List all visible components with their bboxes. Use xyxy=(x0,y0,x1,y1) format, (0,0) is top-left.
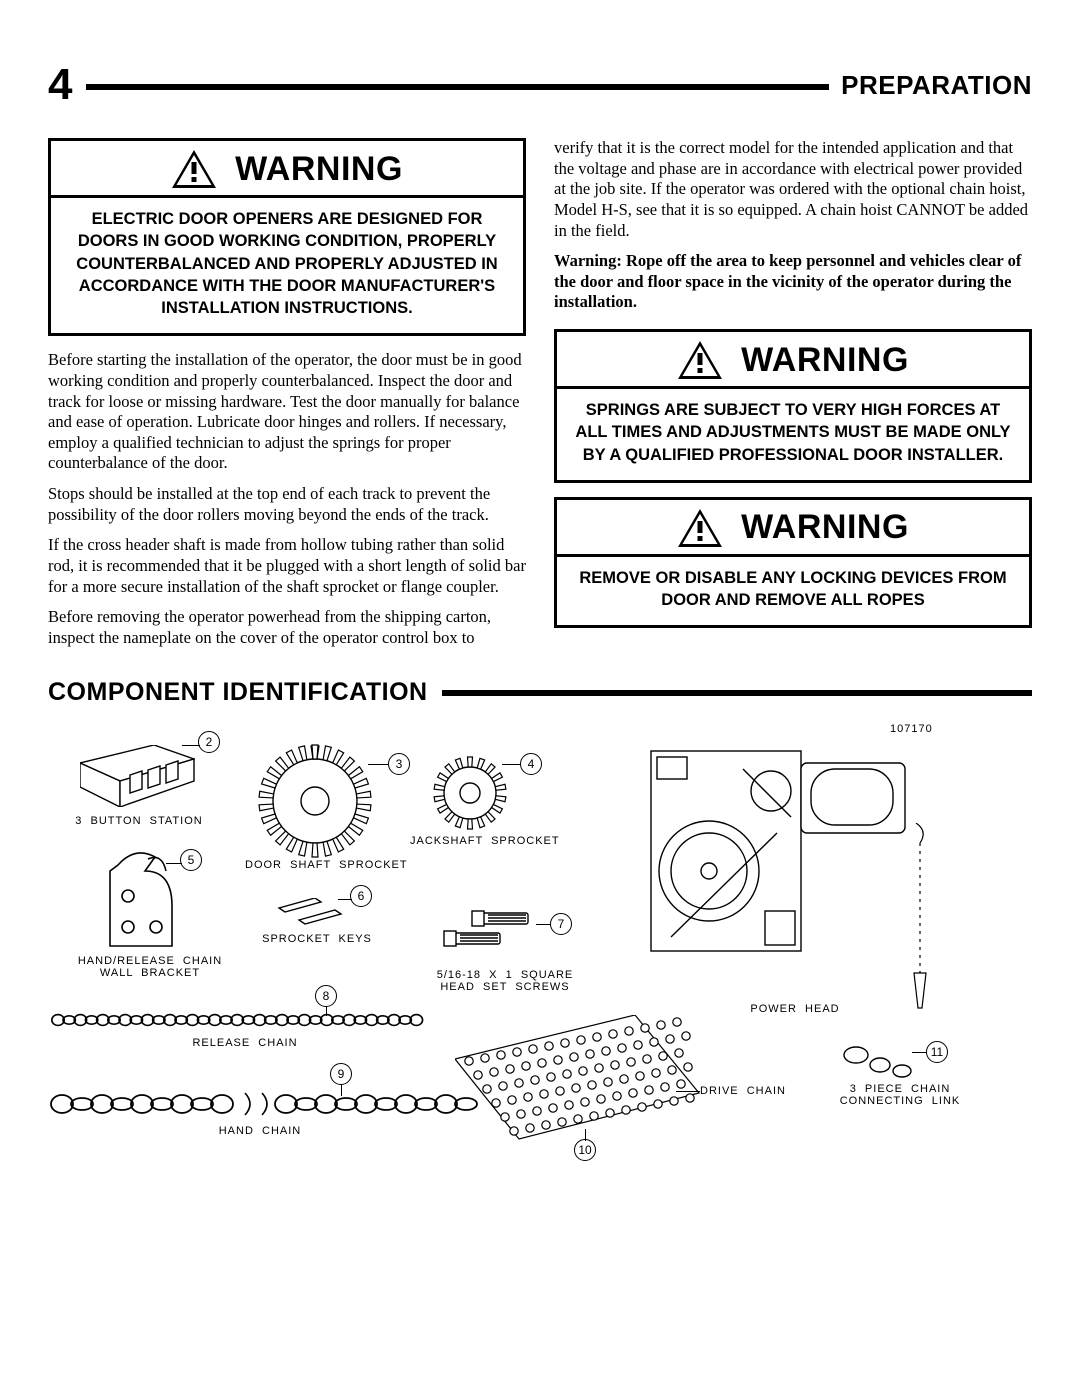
warning-2-text: SPRINGS ARE SUBJECT TO VERY HIGH FORCES … xyxy=(557,389,1029,480)
component-id-header: COMPONENT IDENTIFICATION xyxy=(48,678,1032,707)
label-door-sprocket: DOOR SHAFT SPROCKET xyxy=(245,859,390,871)
leader-line xyxy=(341,1084,342,1096)
button-station-icon xyxy=(80,745,195,807)
right-column: verify that it is the correct model for … xyxy=(554,138,1032,658)
hand-chain-icon xyxy=(50,1091,500,1117)
page-header: 4 PREPARATION xyxy=(48,60,1032,110)
warning-label: WARNING xyxy=(741,508,909,547)
callout-3: 3 xyxy=(388,753,410,775)
callout-7: 7 xyxy=(550,913,572,935)
warning-triangle-icon xyxy=(677,508,723,548)
door-sprocket-teeth-icon xyxy=(255,741,375,861)
label-hand-chain: HAND CHAIN xyxy=(205,1125,315,1137)
callout-11: 11 xyxy=(926,1041,948,1063)
leader-line xyxy=(676,1091,700,1092)
warning-label: WARNING xyxy=(235,150,403,189)
callout-4: 4 xyxy=(520,753,542,775)
section-title: PREPARATION xyxy=(841,70,1032,101)
warning-box-3: WARNING REMOVE OR DISABLE ANY LOCKING DE… xyxy=(554,497,1032,629)
callout-6: 6 xyxy=(350,885,372,907)
label-wall-bracket: HAND/RELEASE CHAIN WALL BRACKET xyxy=(75,955,225,979)
label-jackshaft-sprocket: JACKSHAFT SPROCKET xyxy=(410,835,550,847)
warning-box-1: WARNING ELECTRIC DOOR OPENERS ARE DESIGN… xyxy=(48,138,526,336)
leader-line xyxy=(912,1052,926,1053)
section-rule xyxy=(442,690,1032,696)
diagram-part-number: 107170 xyxy=(890,723,933,735)
body-columns: WARNING ELECTRIC DOOR OPENERS ARE DESIGN… xyxy=(48,138,1032,658)
leader-line xyxy=(338,899,352,900)
wall-bracket-icon xyxy=(100,851,190,951)
sprocket-keys-icon xyxy=(275,898,345,928)
leader-line xyxy=(536,924,550,925)
callout-5: 5 xyxy=(180,849,202,871)
leader-line xyxy=(502,764,520,765)
leader-line xyxy=(166,863,182,864)
jackshaft-sprocket-icon xyxy=(430,753,510,833)
release-chain-icon xyxy=(50,1011,430,1029)
paragraph-5: verify that it is the correct model for … xyxy=(554,138,1032,241)
label-drive-chain: DRIVE CHAIN xyxy=(700,1085,790,1097)
label-sprocket-keys: SPROCKET KEYS xyxy=(262,933,372,945)
warning-label: WARNING xyxy=(741,341,909,380)
left-column: WARNING ELECTRIC DOOR OPENERS ARE DESIGN… xyxy=(48,138,526,658)
paragraph-3: If the cross header shaft is made from h… xyxy=(48,535,526,597)
power-head-icon xyxy=(645,741,915,969)
page-number: 4 xyxy=(48,60,72,110)
warning-1-text: ELECTRIC DOOR OPENERS ARE DESIGNED FOR D… xyxy=(51,198,523,333)
connecting-link-icon xyxy=(840,1041,920,1081)
paragraph-4: Before removing the operator powerhead f… xyxy=(48,607,526,648)
warning-header: WARNING xyxy=(557,500,1029,557)
drive-chain-icon xyxy=(455,1015,700,1145)
leader-line xyxy=(182,745,200,746)
warning-triangle-icon xyxy=(171,149,217,189)
callout-8: 8 xyxy=(315,985,337,1007)
set-screws-icon xyxy=(440,909,550,963)
paragraph-1: Before starting the installation of the … xyxy=(48,350,526,474)
label-set-screws: 5/16-18 X 1 SQUARE HEAD SET SCREWS xyxy=(420,969,590,993)
leader-line xyxy=(326,1006,327,1016)
label-button-station: 3 BUTTON STATION xyxy=(74,815,204,827)
callout-9: 9 xyxy=(330,1063,352,1085)
callout-10: 10 xyxy=(574,1139,596,1161)
paragraph-2: Stops should be installed at the top end… xyxy=(48,484,526,525)
header-rule xyxy=(86,84,829,90)
component-diagram: 107170 2 3 BUTTON STATION xyxy=(50,723,1030,1203)
label-power-head: POWER HEAD xyxy=(740,1003,850,1015)
bold-warning-note: Warning: Rope off the area to keep perso… xyxy=(554,251,1032,313)
warning-header: WARNING xyxy=(51,141,523,198)
warning-3-text: REMOVE OR DISABLE ANY LOCKING DEVICES FR… xyxy=(557,557,1029,626)
callout-2: 2 xyxy=(198,731,220,753)
pull-chain-icon xyxy=(900,823,940,1013)
label-release-chain: RELEASE CHAIN xyxy=(180,1037,310,1049)
warning-triangle-icon xyxy=(677,340,723,380)
leader-line xyxy=(368,764,388,765)
component-id-title: COMPONENT IDENTIFICATION xyxy=(48,678,428,707)
leader-line xyxy=(585,1129,586,1141)
warning-header: WARNING xyxy=(557,332,1029,389)
warning-box-2: WARNING SPRINGS ARE SUBJECT TO VERY HIGH… xyxy=(554,329,1032,483)
label-connecting-link: 3 PIECE CHAIN CONNECTING LINK xyxy=(830,1083,970,1107)
